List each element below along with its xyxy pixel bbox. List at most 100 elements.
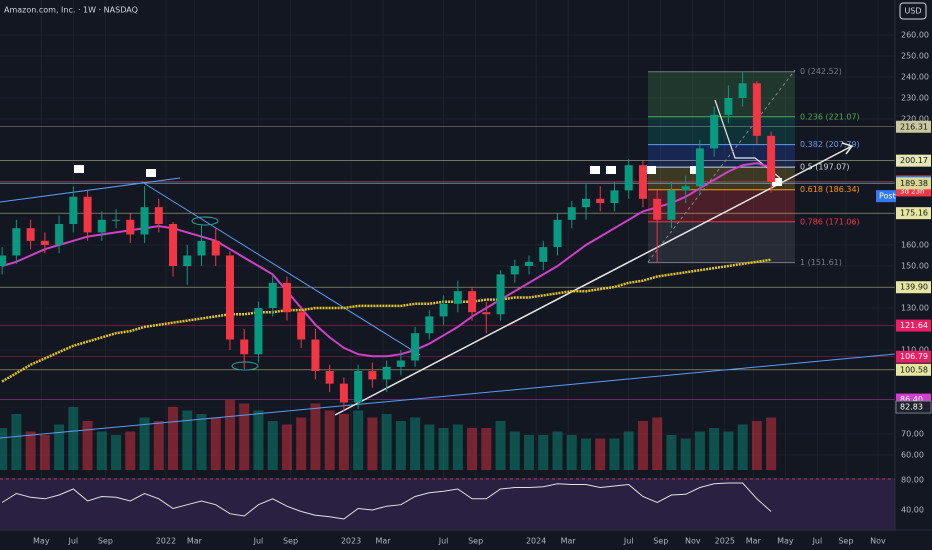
- highlight: [231, 361, 259, 371]
- flag: [74, 165, 84, 173]
- candle-body: [638, 165, 647, 199]
- volume-bar: [224, 400, 235, 470]
- level-label: 106.79: [900, 352, 928, 361]
- volume-bar: [125, 431, 136, 470]
- fib-zone: [648, 71, 795, 117]
- rsi-pane: [0, 478, 895, 530]
- candle-body: [12, 228, 21, 256]
- x-tick-label: May: [33, 537, 50, 546]
- candle-body: [325, 371, 334, 384]
- level-tag: [896, 281, 931, 294]
- volume-bar: [139, 417, 150, 470]
- level-label: 82.83: [900, 403, 923, 412]
- chart-title: Amazon.com, Inc. · 1W · NASDAQ: [4, 6, 138, 15]
- candle-body: [112, 219, 121, 221]
- candle-body: [681, 186, 690, 191]
- fib-label: 0 (242.52): [800, 67, 842, 76]
- fib-zone: [648, 221, 795, 263]
- volume-bar: [111, 435, 122, 470]
- level-label: 100.58: [900, 365, 928, 374]
- x-tick-label: Sep: [98, 537, 113, 546]
- candle-body: [197, 240, 206, 256]
- volume-bar: [82, 421, 93, 470]
- candle-body: [240, 339, 249, 355]
- x-tick-label: Nov: [685, 537, 701, 546]
- volume-bar: [296, 417, 307, 470]
- candle-body: [510, 266, 519, 275]
- candle-body: [596, 198, 605, 204]
- volume-bar: [96, 431, 107, 470]
- x-tick-label: 2022: [156, 537, 176, 546]
- candle-body: [482, 312, 491, 315]
- flag: [606, 166, 616, 174]
- volume-bar: [509, 431, 520, 470]
- candle-body: [581, 198, 590, 208]
- fibonacci: 0 (242.52) 0.236 (221.07) 0.382 (207.79) 0.…: [648, 67, 860, 267]
- price-axis: [895, 0, 932, 550]
- volume-bar: [338, 414, 349, 470]
- trend-line: [141, 181, 421, 356]
- y-tick-label: 150.00: [901, 262, 929, 271]
- candle-body: [254, 308, 263, 355]
- volume-bar: [239, 403, 250, 470]
- candle-body: [724, 98, 733, 115]
- volume-bar: [737, 424, 748, 470]
- fib-label: 0.5 (197.07): [800, 163, 850, 172]
- candle-body: [225, 255, 234, 340]
- volume-bar: [552, 431, 563, 470]
- x-tick-label: 2024: [526, 537, 546, 546]
- level-tag: [896, 350, 931, 363]
- candle-body: [396, 360, 405, 367]
- y-tick-label: 110.00: [901, 346, 929, 355]
- level-tag: [896, 120, 931, 133]
- rsi-tick-label: 40.00: [901, 505, 924, 514]
- level-label: 189.38: [900, 179, 928, 188]
- volume-bar: [381, 414, 392, 470]
- candle-body: [183, 255, 192, 267]
- level-label: 139.90: [900, 283, 928, 292]
- candle-body: [738, 83, 747, 99]
- volume-bar: [623, 431, 634, 470]
- y-tick-label: 250.00: [901, 52, 929, 61]
- highlight: [191, 216, 219, 226]
- y-tick-label: 130.00: [901, 304, 929, 313]
- candle-body: [453, 291, 462, 304]
- trend-line: [0, 353, 896, 439]
- candle-body: [610, 190, 619, 204]
- level-tag: [896, 319, 931, 332]
- volume-bar: [25, 431, 36, 470]
- post-tag: [876, 190, 896, 203]
- candle-body: [368, 371, 377, 380]
- candle-body: [496, 274, 505, 315]
- flag: [690, 166, 700, 174]
- candle-body: [539, 247, 548, 262]
- volume-bar: [324, 410, 335, 470]
- candle-body: [126, 219, 135, 235]
- candle-body: [154, 207, 163, 225]
- candle-body: [710, 114, 719, 149]
- candle-body: [169, 224, 178, 267]
- y-tick-label: 240.00: [901, 73, 929, 82]
- volume-bar: [267, 421, 278, 470]
- level-label: 86.40: [900, 395, 923, 404]
- x-tick-label: Mar: [187, 537, 203, 546]
- volume-bar: [609, 438, 620, 470]
- volume-bar: [39, 435, 50, 470]
- currency-box[interactable]: [899, 2, 927, 20]
- level-tag: [896, 207, 931, 220]
- candle-body: [40, 240, 49, 246]
- y-tick-label: 230.00: [901, 94, 929, 103]
- fib-label: 0.786 (171.06): [800, 217, 860, 226]
- trend-line: [334, 145, 853, 416]
- candle-body: [468, 291, 477, 313]
- volume-bar: [524, 435, 535, 470]
- candle-body: [525, 261, 534, 267]
- volume-bar: [0, 428, 8, 470]
- volume-bar: [595, 438, 606, 470]
- level-tag: [896, 177, 931, 190]
- volume-bar: [467, 428, 478, 470]
- candle-body: [624, 165, 633, 191]
- x-tick-label: Sep: [653, 537, 668, 546]
- x-tick-label: Jul: [68, 537, 79, 546]
